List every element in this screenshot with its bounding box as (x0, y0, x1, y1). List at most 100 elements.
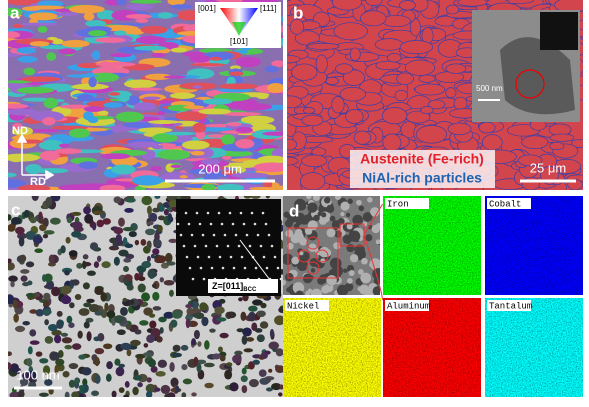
precipitate (60, 245, 66, 254)
precipitate (137, 283, 146, 293)
contrast (296, 259, 308, 271)
diffraction-spot (193, 244, 197, 248)
grain (88, 76, 97, 88)
precipitate (64, 344, 73, 350)
grain (381, 15, 411, 28)
precipitate (252, 359, 260, 365)
precipitate (145, 228, 156, 236)
precipitate (215, 317, 227, 322)
diffraction-spot (207, 255, 211, 259)
precipitate (167, 392, 176, 397)
precipitate (44, 379, 53, 386)
precipitate (146, 221, 154, 226)
grain (192, 85, 203, 89)
grain (248, 186, 277, 190)
precipitate (18, 236, 25, 247)
precipitate (60, 332, 69, 337)
precipitate (28, 375, 34, 383)
grain (97, 110, 109, 116)
grain (28, 12, 58, 21)
diffraction-spot (228, 211, 232, 215)
grain (12, 23, 24, 28)
grain (38, 139, 64, 151)
precipitate (236, 328, 244, 333)
precipitate (48, 254, 55, 264)
map-label: Nickel (287, 301, 319, 311)
diffraction-spot (217, 211, 221, 215)
contrast (369, 262, 374, 268)
grain (181, 140, 210, 150)
grain (16, 86, 55, 94)
precipitate (268, 368, 273, 373)
precipitate (55, 358, 65, 366)
precipitate (49, 351, 60, 361)
grain (96, 10, 116, 21)
grain (447, 122, 472, 136)
grain (77, 62, 102, 69)
precipitate (147, 358, 156, 368)
grain (192, 122, 207, 133)
grain (133, 45, 167, 51)
grain (25, 164, 42, 175)
precipitate (248, 379, 259, 388)
precipitate (190, 300, 200, 309)
precipitate (259, 321, 269, 329)
grain (36, 0, 64, 8)
precipitate (68, 362, 79, 370)
grain (427, 99, 446, 110)
grain (169, 92, 196, 99)
precipitate (8, 258, 12, 264)
precipitate (158, 316, 167, 323)
precipitate (32, 235, 43, 244)
precipitate (54, 364, 59, 375)
precipitate (123, 394, 130, 397)
inset-diffraction (540, 12, 578, 50)
grain (333, 22, 368, 41)
precipitate (38, 392, 49, 397)
grain (271, 60, 283, 68)
axes-arrows (16, 133, 55, 181)
grain (267, 82, 283, 93)
precipitate (259, 377, 270, 385)
grain (374, 38, 404, 51)
contrast (293, 231, 304, 243)
precipitate (155, 255, 167, 264)
grain (382, 133, 402, 152)
precipitate (157, 215, 166, 221)
contrast (310, 268, 316, 273)
grain (110, 164, 136, 175)
grain (521, 176, 541, 190)
precipitate (125, 323, 132, 330)
precipitate (260, 352, 268, 359)
precipitate (9, 391, 21, 397)
contrast (313, 214, 320, 222)
precipitate (275, 365, 283, 374)
precipitate (181, 364, 188, 371)
contrast (287, 213, 297, 224)
grain (43, 97, 58, 109)
inset-grain (500, 37, 575, 115)
contrast (375, 239, 380, 245)
grain (94, 37, 127, 43)
grain (129, 0, 163, 4)
grain (58, 48, 77, 55)
precipitate (118, 363, 125, 368)
precipitate (115, 233, 122, 244)
precipitate (163, 311, 174, 319)
grain (140, 25, 168, 34)
diffraction-spot (190, 233, 194, 237)
precipitate (51, 286, 61, 297)
precipitate (124, 207, 134, 213)
grain (8, 172, 17, 178)
precipitate (252, 299, 263, 306)
precipitate (132, 386, 139, 396)
contrast (346, 212, 351, 218)
grain (61, 39, 90, 48)
grain (481, 134, 503, 151)
grain (409, 18, 421, 37)
precipitate (229, 382, 239, 392)
precipitate (94, 374, 101, 384)
grain (349, 47, 361, 62)
zone-axis: Z=[011]BCC (212, 281, 257, 292)
diffraction-spot (221, 266, 225, 270)
